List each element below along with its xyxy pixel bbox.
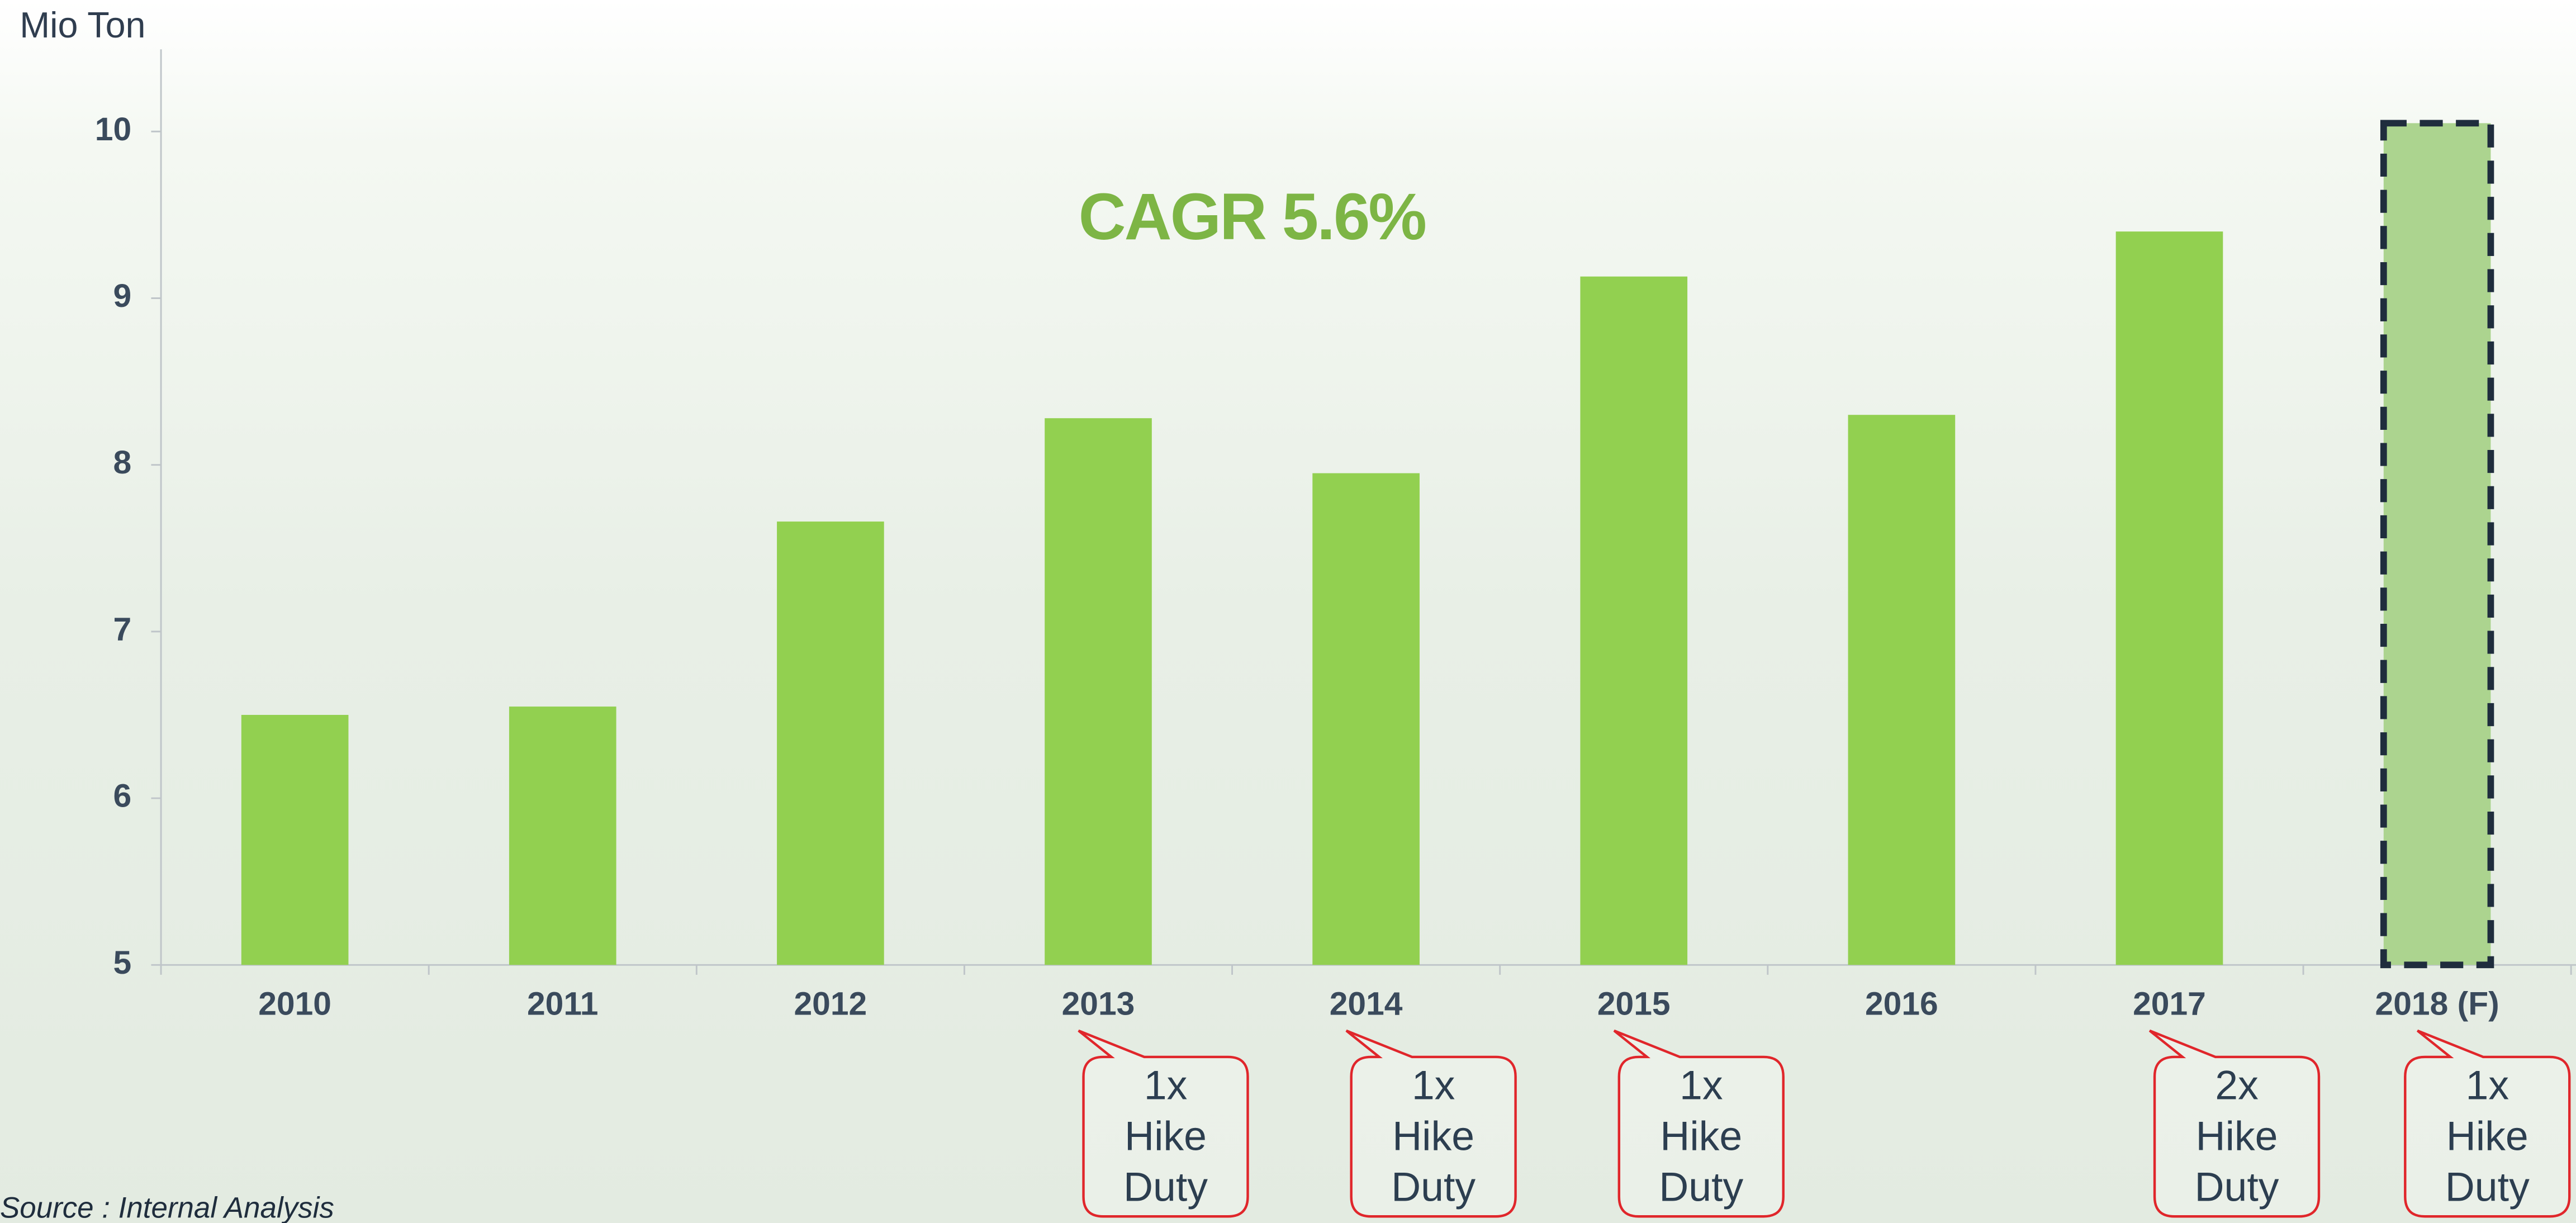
bar <box>509 707 616 965</box>
callout-text: 1x <box>2465 1061 2509 1108</box>
y-tick-label: 7 <box>113 611 131 647</box>
cagr-annotation: CAGR 5.6% <box>1079 180 1426 253</box>
source-note: Source : Internal Analysis <box>0 1191 334 1223</box>
x-tick-label: 2018 (F) <box>2375 985 2499 1022</box>
callout-text: Duty <box>1123 1164 1208 1210</box>
x-tick-label: 2012 <box>794 985 867 1022</box>
callout-text: Hike <box>2446 1112 2528 1159</box>
x-tick-label: 2011 <box>527 985 599 1022</box>
bar <box>777 522 884 965</box>
callout-text: 1x <box>1144 1061 1188 1108</box>
y-axis-title: Mio Ton <box>20 4 145 45</box>
callout-text: Hike <box>2196 1112 2278 1159</box>
callout-text: Duty <box>1391 1164 1476 1210</box>
x-tick-label: 2015 <box>1597 985 1671 1022</box>
bar <box>2384 123 2491 965</box>
callout-text: 1x <box>1680 1061 1723 1108</box>
y-tick-label: 8 <box>113 444 131 481</box>
chart: Mio Ton CAGR 5.6% Source : Internal Anal… <box>0 0 2576 1223</box>
y-tick-label: 5 <box>113 945 131 981</box>
callout-text: Duty <box>2194 1164 2279 1210</box>
page: {"chart_data": { "type": "bar", "y_label… <box>0 0 2576 1223</box>
callout-text: Hike <box>1392 1112 1474 1159</box>
callout-text: Duty <box>1659 1164 1743 1210</box>
callout-text: 1x <box>1412 1061 1455 1108</box>
callout-text: Hike <box>1125 1112 1207 1159</box>
callout-text: Hike <box>1660 1112 1742 1159</box>
x-tick-label: 2017 <box>2133 985 2206 1022</box>
x-tick-label: 2014 <box>1330 985 1403 1022</box>
x-tick-label: 2013 <box>1062 985 1135 1022</box>
bar <box>1312 473 1420 965</box>
bar <box>2116 231 2223 965</box>
callout-text: 2x <box>2215 1061 2259 1108</box>
y-tick-label: 9 <box>113 278 131 314</box>
callout-text: Duty <box>2445 1164 2530 1210</box>
bar <box>1045 418 1152 965</box>
bar <box>1580 277 1687 965</box>
bar <box>1848 415 1956 965</box>
x-tick-label: 2010 <box>258 985 331 1022</box>
y-tick-label: 10 <box>95 111 131 148</box>
y-tick-label: 6 <box>113 778 131 814</box>
bar <box>241 715 349 965</box>
x-tick-label: 2016 <box>1865 985 1938 1022</box>
